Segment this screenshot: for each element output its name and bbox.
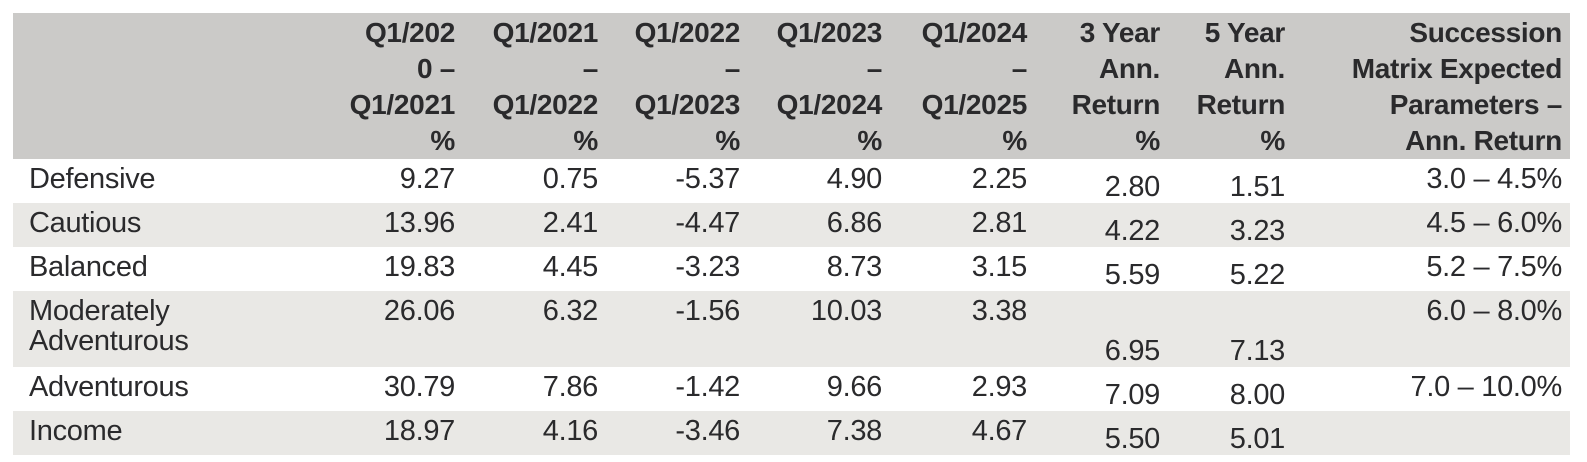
value-cell: 3.15 <box>971 251 1028 283</box>
header-cell-empty <box>13 13 240 159</box>
value-cell-expected-range: 6.0 – 8.0% <box>1293 291 1570 367</box>
value-cell: 2.25 <box>971 163 1028 195</box>
value-cell: 6.32 <box>463 291 606 367</box>
value-cell: 7.38 <box>748 411 890 455</box>
row-label: Cautious <box>13 203 240 247</box>
value-cell-expected-range: 5.2 – 7.5% <box>1426 251 1562 283</box>
value-cell-expected-range: 4.5 – 6.0% <box>1293 203 1570 247</box>
header-cell-q1-2022-2023: Q1/2022 – Q1/2023 % <box>606 13 748 159</box>
table-row-adventurous: Adventurous 30.79 7.86 -1.42 9.66 2.93 7… <box>13 367 1570 411</box>
value-cell-3yr: 4.22 <box>1035 203 1168 247</box>
value-cell-expected-range: 7.0 – 10.0% <box>1410 371 1563 403</box>
row-label: Moderately Adventurous <box>13 291 240 367</box>
table-body: Defensive 9.27 0.75 -5.37 4.90 2.25 2.80… <box>13 159 1570 455</box>
portfolio-returns-table: Q1/202 0 – Q1/2021 % Q1/2021 – Q1/2022 %… <box>13 13 1570 455</box>
value-cell: -3.46 <box>606 411 748 455</box>
value-cell: 2.93 <box>971 371 1028 403</box>
value-cell-3yr: 7.09 <box>1104 379 1161 411</box>
value-cell-5yr: 1.51 <box>1229 171 1286 203</box>
header-cell-q1-2024-2025: Q1/2024 – Q1/2025 % <box>890 13 1035 159</box>
table-row-income: Income 18.97 4.16 -3.46 7.38 4.67 5.50 5… <box>13 411 1570 455</box>
value-cell-5yr: 8.00 <box>1229 379 1286 411</box>
value-cell: -1.42 <box>675 371 740 403</box>
value-cell: 2.81 <box>890 203 1035 247</box>
value-cell-5yr: 7.13 <box>1168 291 1293 367</box>
header-cell-q1-2021-2022: Q1/2021 – Q1/2022 % <box>463 13 606 159</box>
value-cell: 30.79 <box>383 371 455 403</box>
row-label: Income <box>13 411 240 455</box>
value-cell: 10.03 <box>748 291 890 367</box>
value-cell: 7.86 <box>542 371 599 403</box>
value-cell-3yr: 5.59 <box>1104 259 1161 291</box>
value-cell: -5.37 <box>675 163 740 195</box>
table-row-moderately-adventurous: Moderately Adventurous 26.06 6.32 -1.56 … <box>13 291 1570 367</box>
value-cell-3yr: 5.50 <box>1035 411 1168 455</box>
table-header: Q1/202 0 – Q1/2021 % Q1/2021 – Q1/2022 %… <box>13 13 1570 159</box>
value-cell: 8.73 <box>826 251 883 283</box>
header-cell-5yr-ann-return: 5 Year Ann. Return % <box>1168 13 1293 159</box>
row-label: Defensive <box>29 163 156 195</box>
value-cell-5yr: 5.01 <box>1168 411 1293 455</box>
value-cell: 4.67 <box>890 411 1035 455</box>
value-cell-expected-range: 3.0 – 4.5% <box>1426 163 1562 195</box>
value-cell: 4.45 <box>542 251 599 283</box>
header-row: Q1/202 0 – Q1/2021 % Q1/2021 – Q1/2022 %… <box>13 13 1570 159</box>
value-cell: 4.90 <box>826 163 883 195</box>
value-cell: 2.41 <box>463 203 606 247</box>
value-cell: 4.16 <box>463 411 606 455</box>
value-cell: 0.75 <box>542 163 599 195</box>
value-cell: -3.23 <box>675 251 740 283</box>
value-cell-3yr: 2.80 <box>1104 171 1161 203</box>
row-label: Balanced <box>29 251 148 283</box>
table-row-balanced: Balanced 19.83 4.45 -3.23 8.73 3.15 5.59… <box>13 247 1570 291</box>
value-cell: 6.86 <box>748 203 890 247</box>
header-cell-q1-2020-2021: Q1/202 0 – Q1/2021 % <box>240 13 463 159</box>
header-cell-q1-2023-2024: Q1/2023 – Q1/2024 % <box>748 13 890 159</box>
value-cell: 9.66 <box>826 371 883 403</box>
value-cell: -1.56 <box>606 291 748 367</box>
value-cell-5yr: 5.22 <box>1229 259 1286 291</box>
value-cell-expected-range <box>1293 411 1570 455</box>
row-label: Adventurous <box>29 371 189 403</box>
value-cell: -4.47 <box>606 203 748 247</box>
value-cell-5yr: 3.23 <box>1168 203 1293 247</box>
value-cell: 9.27 <box>399 163 456 195</box>
header-cell-3yr-ann-return: 3 Year Ann. Return % <box>1035 13 1168 159</box>
value-cell: 3.38 <box>890 291 1035 367</box>
table-row-defensive: Defensive 9.27 0.75 -5.37 4.90 2.25 2.80… <box>13 159 1570 203</box>
value-cell: 26.06 <box>240 291 463 367</box>
value-cell: 18.97 <box>240 411 463 455</box>
value-cell-3yr: 6.95 <box>1035 291 1168 367</box>
table-row-cautious: Cautious 13.96 2.41 -4.47 6.86 2.81 4.22… <box>13 203 1570 247</box>
value-cell: 19.83 <box>383 251 455 283</box>
value-cell: 13.96 <box>240 203 463 247</box>
header-cell-succession-matrix: Succession Matrix Expected Parameters – … <box>1293 13 1570 159</box>
